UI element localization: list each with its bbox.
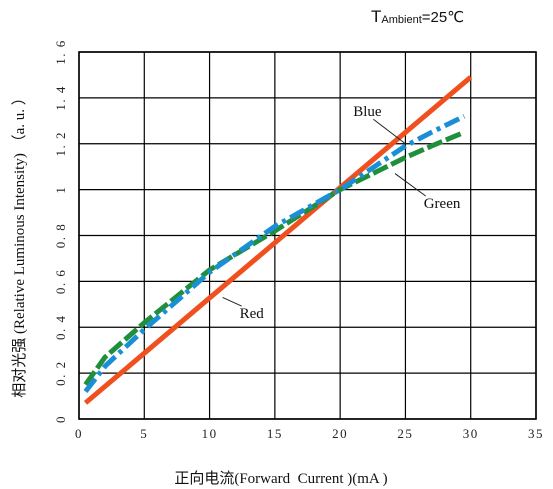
series-line-blue bbox=[83, 113, 466, 394]
condition-label: TAmbient=25℃ bbox=[371, 7, 464, 26]
leader-line-blue bbox=[373, 118, 406, 145]
y-tick-label: 0. 6 bbox=[53, 269, 68, 295]
x-tick-label: 20 bbox=[332, 426, 348, 441]
tick-labels: 0 5 10 15 20 25 30 35 0 0. 2 0. 4 0. 6 0. 8 1 1. 2 1. 4… bbox=[53, 39, 544, 441]
plot-frame bbox=[78, 51, 537, 420]
grid bbox=[78, 51, 537, 420]
series-line-green bbox=[83, 129, 466, 387]
x-axis-label: 正向电流(Forward Current )(mA ) bbox=[174, 470, 387, 487]
leader-line-green bbox=[394, 173, 427, 197]
y-tick-label: 0. 2 bbox=[53, 360, 68, 386]
series-lines bbox=[83, 75, 473, 405]
x-tick-label: 0 bbox=[75, 426, 83, 441]
x-tick-label: 15 bbox=[267, 426, 283, 441]
x-tick-label: 35 bbox=[528, 426, 544, 441]
x-tick-label: 30 bbox=[463, 426, 479, 441]
series-label-green: Green bbox=[424, 196, 461, 212]
series-label-red: Red bbox=[240, 306, 265, 322]
series-annotations: Blue Green Red bbox=[222, 104, 461, 322]
x-tick-label: 25 bbox=[397, 426, 413, 441]
x-tick-label: 10 bbox=[202, 426, 218, 441]
condition-prefix: T bbox=[371, 7, 381, 26]
condition-value: =25℃ bbox=[422, 9, 464, 26]
y-tick-label: 1. 6 bbox=[53, 39, 68, 65]
condition-subscript: Ambient bbox=[381, 14, 421, 26]
y-tick-label: 0 bbox=[53, 415, 68, 423]
y-axis-label: 相对光强 (Relative Luminous Intensity) （a. u… bbox=[11, 90, 28, 397]
y-tick-label: 1 bbox=[53, 186, 68, 194]
x-tick-label: 5 bbox=[140, 426, 148, 441]
series-label-blue: Blue bbox=[353, 104, 382, 120]
series-line-red bbox=[83, 75, 473, 405]
y-tick-label: 1. 2 bbox=[53, 131, 68, 157]
y-tick-label: 0. 8 bbox=[53, 223, 68, 249]
y-tick-label: 1. 4 bbox=[53, 85, 68, 111]
leader-line-red bbox=[222, 296, 242, 307]
y-tick-label: 0. 4 bbox=[53, 315, 68, 341]
